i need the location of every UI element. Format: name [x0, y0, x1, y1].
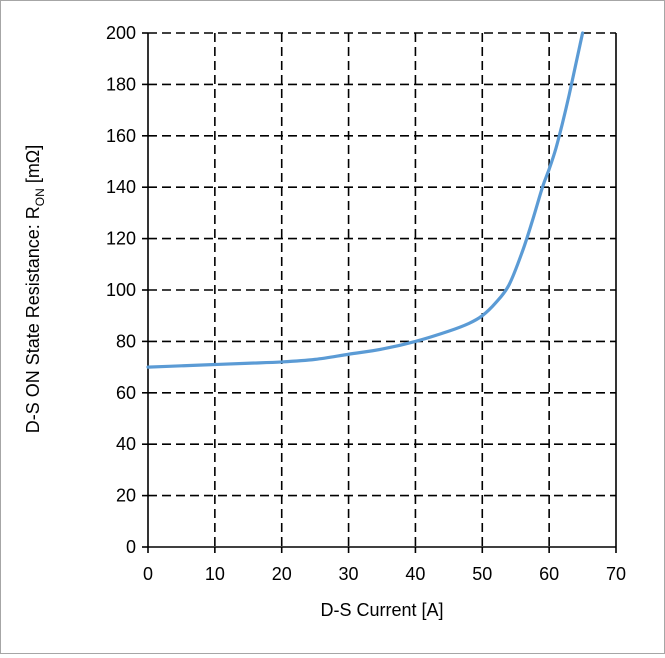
series-line — [146, 31, 585, 369]
x-tick-label: 30 — [339, 564, 359, 584]
axes — [142, 32, 617, 553]
x-tick-label: 60 — [539, 564, 559, 584]
y-tick-labels: 0 20 40 60 80 100 120 140 160 180 200 — [106, 23, 136, 557]
x-tick-labels: 0 10 20 30 40 50 60 70 — [143, 564, 626, 584]
y-axis-label-unit: [mΩ] — [23, 145, 43, 188]
y-tick-label: 200 — [106, 23, 136, 43]
x-tick-label: 40 — [405, 564, 425, 584]
y-tick-label: 40 — [116, 434, 136, 454]
x-tick-label: 0 — [143, 564, 153, 584]
x-tick-label: 10 — [205, 564, 225, 584]
x-tick-label: 50 — [472, 564, 492, 584]
y-axis-label-main: D-S ON State Resistance: R — [23, 206, 43, 433]
y-tick-label: 20 — [116, 486, 136, 506]
x-tick-label: 70 — [606, 564, 626, 584]
x-tick-label: 20 — [272, 564, 292, 584]
y-tick-label: 100 — [106, 280, 136, 300]
y-axis-label-subscript: ON — [33, 188, 47, 206]
y-axis-label: D-S ON State Resistance: RON [mΩ] — [23, 145, 47, 434]
y-tick-label: 160 — [106, 126, 136, 146]
plot-series — [146, 31, 585, 369]
x-axis-label: D-S Current [A] — [320, 600, 443, 620]
y-tick-label: 60 — [116, 383, 136, 403]
grid — [148, 32, 617, 547]
y-tick-label: 80 — [116, 331, 136, 351]
y-tick-label: 180 — [106, 74, 136, 94]
y-tick-label: 140 — [106, 177, 136, 197]
y-tick-label: 0 — [126, 537, 136, 557]
y-tick-label: 120 — [106, 229, 136, 249]
